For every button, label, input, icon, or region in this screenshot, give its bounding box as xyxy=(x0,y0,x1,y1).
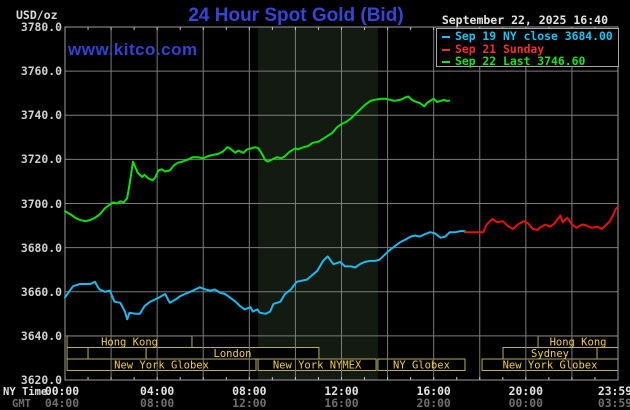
y-tick-label: 3620.0 xyxy=(20,373,62,387)
y-tick-label: 3660.0 xyxy=(20,284,62,299)
session-label-hong-kong: Hong Kong xyxy=(101,337,158,349)
session-box-unlabeled xyxy=(596,347,619,360)
x-tick-label: 16:00 xyxy=(416,383,451,398)
ny-time-row-label: NY Time xyxy=(3,385,48,398)
x-tick-label: 12:00 xyxy=(324,383,359,398)
legend-dash-icon xyxy=(442,61,450,63)
plot-border xyxy=(64,26,619,381)
legend-entry-2: Sep 22 Last 3746.60 xyxy=(442,55,618,68)
legend-label: Sep 19 NY close 3684.00 xyxy=(455,29,613,43)
legend-dash-icon xyxy=(442,36,450,38)
session-label-sydney: Sydney xyxy=(531,348,569,360)
session-box-new-york-nymex xyxy=(257,358,377,371)
price-line-sep-22 xyxy=(64,95,451,223)
price-line-sep-19 xyxy=(64,230,466,321)
legend-label: Sep 22 Last 3746.60 xyxy=(455,54,586,68)
x-tick-label: 03:59 xyxy=(597,396,630,410)
y-tick-label: 3640.0 xyxy=(20,328,62,343)
kitco-watermark-link[interactable]: www.kitco.com xyxy=(68,40,198,59)
session-label-new-york-globex: New York Globex xyxy=(503,360,598,372)
session-box-unlabeled xyxy=(66,347,89,360)
x-tick-label: 16:00 xyxy=(324,396,359,410)
y-tick-label: 3760.0 xyxy=(20,64,62,79)
x-tick-label: 00:00 xyxy=(508,396,543,410)
legend-label: Sep 21 Sunday xyxy=(455,41,545,56)
y-tick-label: 3680.0 xyxy=(20,240,62,255)
session-label-ny-globex: NY Globex xyxy=(393,360,450,372)
x-tick-label: 20:00 xyxy=(508,383,543,398)
session-box-ny-globex xyxy=(377,358,466,371)
legend-box: Sep 19 NY close 3684.00 Sep 21 Sunday Sep … xyxy=(436,28,619,67)
x-tick-label: 04:00 xyxy=(140,383,175,398)
session-label-london: London xyxy=(214,348,252,360)
gmt-row-label: GMT xyxy=(12,398,31,410)
y-axis-units-label: USD/oz xyxy=(16,8,58,22)
x-tick-label: 08:00 xyxy=(232,383,267,398)
x-tick-label: 20:00 xyxy=(416,396,451,410)
y-tick-label: 3780.0 xyxy=(20,20,62,34)
y-tick-label: 3720.0 xyxy=(20,152,62,167)
y-tick-label: 3700.0 xyxy=(20,196,62,211)
y-tick-label: 3740.0 xyxy=(20,108,62,123)
legend-dash-icon xyxy=(442,48,450,51)
session-box-unlabeled xyxy=(87,347,147,360)
session-label-hong-kong: Hong Kong xyxy=(550,337,607,349)
x-tick-label: 12:00 xyxy=(232,396,267,410)
chart-datetime: September 22, 2025 16:40 xyxy=(441,13,608,27)
x-tick-label: 00:00 xyxy=(44,383,80,398)
session-label-new-york-nymex: New York NYMEX xyxy=(273,360,362,372)
x-tick-label: 08:00 xyxy=(140,396,175,410)
session-box-new-york-globex xyxy=(66,358,257,371)
legend-entry-1: Sep 21 Sunday xyxy=(442,41,618,56)
x-tick-label: 04:00 xyxy=(44,396,80,410)
price-line-sep-21 xyxy=(463,205,619,234)
legend-entry-0: Sep 19 NY close 3684.00 xyxy=(442,30,618,43)
x-tick-label: 23:59 xyxy=(597,383,630,398)
session-label-new-york-globex: New York Globex xyxy=(114,360,209,372)
chart-title: 24 Hour Spot Gold (Bid) xyxy=(188,5,404,26)
